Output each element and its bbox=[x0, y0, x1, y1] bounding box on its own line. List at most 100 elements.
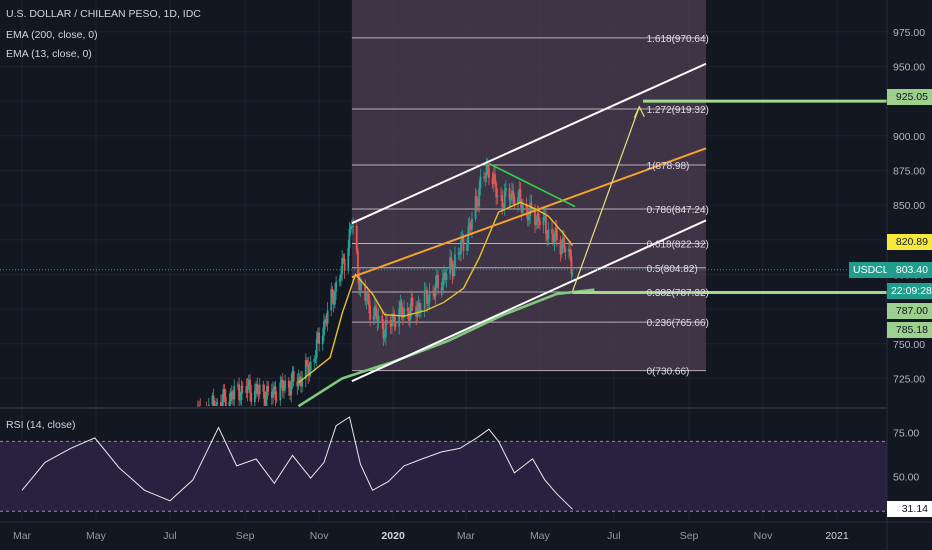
fib-level-label: 1.618(970.64) bbox=[647, 34, 709, 45]
candle-body bbox=[444, 272, 447, 280]
candle-body bbox=[451, 263, 454, 277]
candle-body bbox=[424, 290, 427, 291]
candle-body bbox=[224, 397, 227, 406]
candle-body bbox=[393, 313, 396, 324]
x-tick-label: Sep bbox=[236, 530, 255, 542]
candle-body bbox=[437, 275, 439, 288]
candle-body bbox=[555, 227, 558, 241]
candle-body bbox=[392, 313, 395, 322]
ema200-line bbox=[297, 288, 595, 408]
candle-body bbox=[525, 205, 528, 210]
candle-body bbox=[212, 395, 215, 406]
candle-body bbox=[536, 213, 539, 222]
candle-body bbox=[427, 302, 430, 305]
candle-body bbox=[289, 387, 291, 396]
candle-body bbox=[384, 319, 387, 338]
candle-body bbox=[267, 385, 270, 392]
candle-body bbox=[274, 386, 277, 400]
candle-body bbox=[529, 202, 532, 217]
candle-body bbox=[564, 248, 567, 253]
candle-body bbox=[347, 248, 350, 271]
candle-body bbox=[264, 399, 267, 406]
ema200-legend[interactable]: EMA (200, close, 0) bbox=[6, 29, 98, 41]
y-tick-label: 950.00 bbox=[893, 62, 925, 74]
candle-body bbox=[389, 320, 392, 327]
channel-upper-line bbox=[351, 62, 707, 225]
candle-body bbox=[500, 195, 502, 196]
candle-body bbox=[462, 237, 465, 251]
y-tick-label: 725.00 bbox=[893, 373, 925, 385]
projection-arrowhead bbox=[633, 105, 645, 118]
y-tick-label: 875.00 bbox=[893, 165, 925, 177]
candle-body bbox=[542, 217, 545, 226]
candle-body bbox=[502, 206, 505, 208]
candle-body bbox=[223, 389, 226, 398]
candle-body bbox=[246, 385, 249, 394]
candle-body bbox=[551, 229, 553, 234]
candle-body bbox=[348, 229, 351, 249]
candle-body bbox=[222, 389, 225, 403]
symbol-badge: USDCLP bbox=[849, 262, 896, 278]
candle-body bbox=[279, 382, 282, 401]
candle-body bbox=[505, 188, 507, 192]
candle-body bbox=[449, 257, 452, 274]
candle-body bbox=[450, 257, 453, 264]
candle-body bbox=[553, 236, 556, 243]
candle-body bbox=[360, 284, 363, 286]
projection-arrow bbox=[572, 106, 640, 292]
candle-body bbox=[468, 223, 471, 227]
candle-body bbox=[221, 402, 224, 406]
candle-body bbox=[325, 319, 328, 324]
price-candles bbox=[196, 157, 574, 407]
symbol-title[interactable]: U.S. DOLLAR / CHILEAN PESO, 1D, IDC bbox=[6, 8, 201, 20]
candle-body bbox=[355, 226, 358, 252]
candle-body bbox=[478, 187, 481, 207]
candle-body bbox=[372, 315, 375, 320]
candle-body bbox=[207, 404, 210, 406]
wedge-line bbox=[488, 162, 576, 208]
candle-body bbox=[394, 323, 397, 327]
candle-body bbox=[321, 335, 324, 344]
candle-body bbox=[275, 399, 278, 401]
candle-body bbox=[528, 216, 530, 221]
candle-body bbox=[452, 267, 455, 277]
rsi-legend[interactable]: RSI (14, close) bbox=[6, 419, 76, 431]
candle-body bbox=[340, 274, 342, 280]
candle-body bbox=[232, 398, 234, 400]
candle-body bbox=[517, 197, 519, 205]
drawing-tools[interactable] bbox=[0, 62, 887, 383]
candle-body bbox=[376, 315, 379, 324]
candle-body bbox=[381, 315, 384, 323]
candle-body bbox=[324, 319, 327, 322]
fib-level-label: 0(730.66) bbox=[647, 367, 690, 378]
level-a-tag: 787.00 bbox=[887, 303, 932, 319]
x-tick-label: May bbox=[86, 530, 107, 542]
candle-body bbox=[423, 290, 426, 310]
ema13-legend[interactable]: EMA (13, close, 0) bbox=[6, 48, 92, 60]
y-tick-label: 850.00 bbox=[893, 200, 925, 212]
candle-body bbox=[418, 302, 421, 312]
candle-body bbox=[263, 391, 266, 406]
candle-body bbox=[386, 319, 388, 321]
candle-body bbox=[298, 376, 301, 378]
candle-body bbox=[280, 379, 283, 383]
candle-body bbox=[211, 395, 214, 405]
candle-body bbox=[428, 290, 431, 303]
level-b-tag: 785.18 bbox=[887, 322, 932, 338]
candle-body bbox=[375, 306, 378, 316]
y-tick-label: 900.00 bbox=[893, 131, 925, 143]
candle-body bbox=[509, 199, 512, 201]
candle-body bbox=[239, 399, 242, 401]
rsi-tick-label: 75.00 bbox=[893, 428, 919, 440]
candle-body bbox=[559, 240, 562, 255]
candle-body bbox=[230, 391, 233, 399]
candle-body bbox=[249, 379, 251, 394]
candle-body bbox=[443, 272, 445, 278]
candle-body bbox=[198, 405, 200, 407]
candle-body bbox=[281, 379, 284, 392]
candle-body bbox=[398, 308, 401, 327]
candle-body bbox=[426, 290, 428, 305]
candle-body bbox=[441, 277, 444, 291]
candle-body bbox=[315, 339, 318, 358]
